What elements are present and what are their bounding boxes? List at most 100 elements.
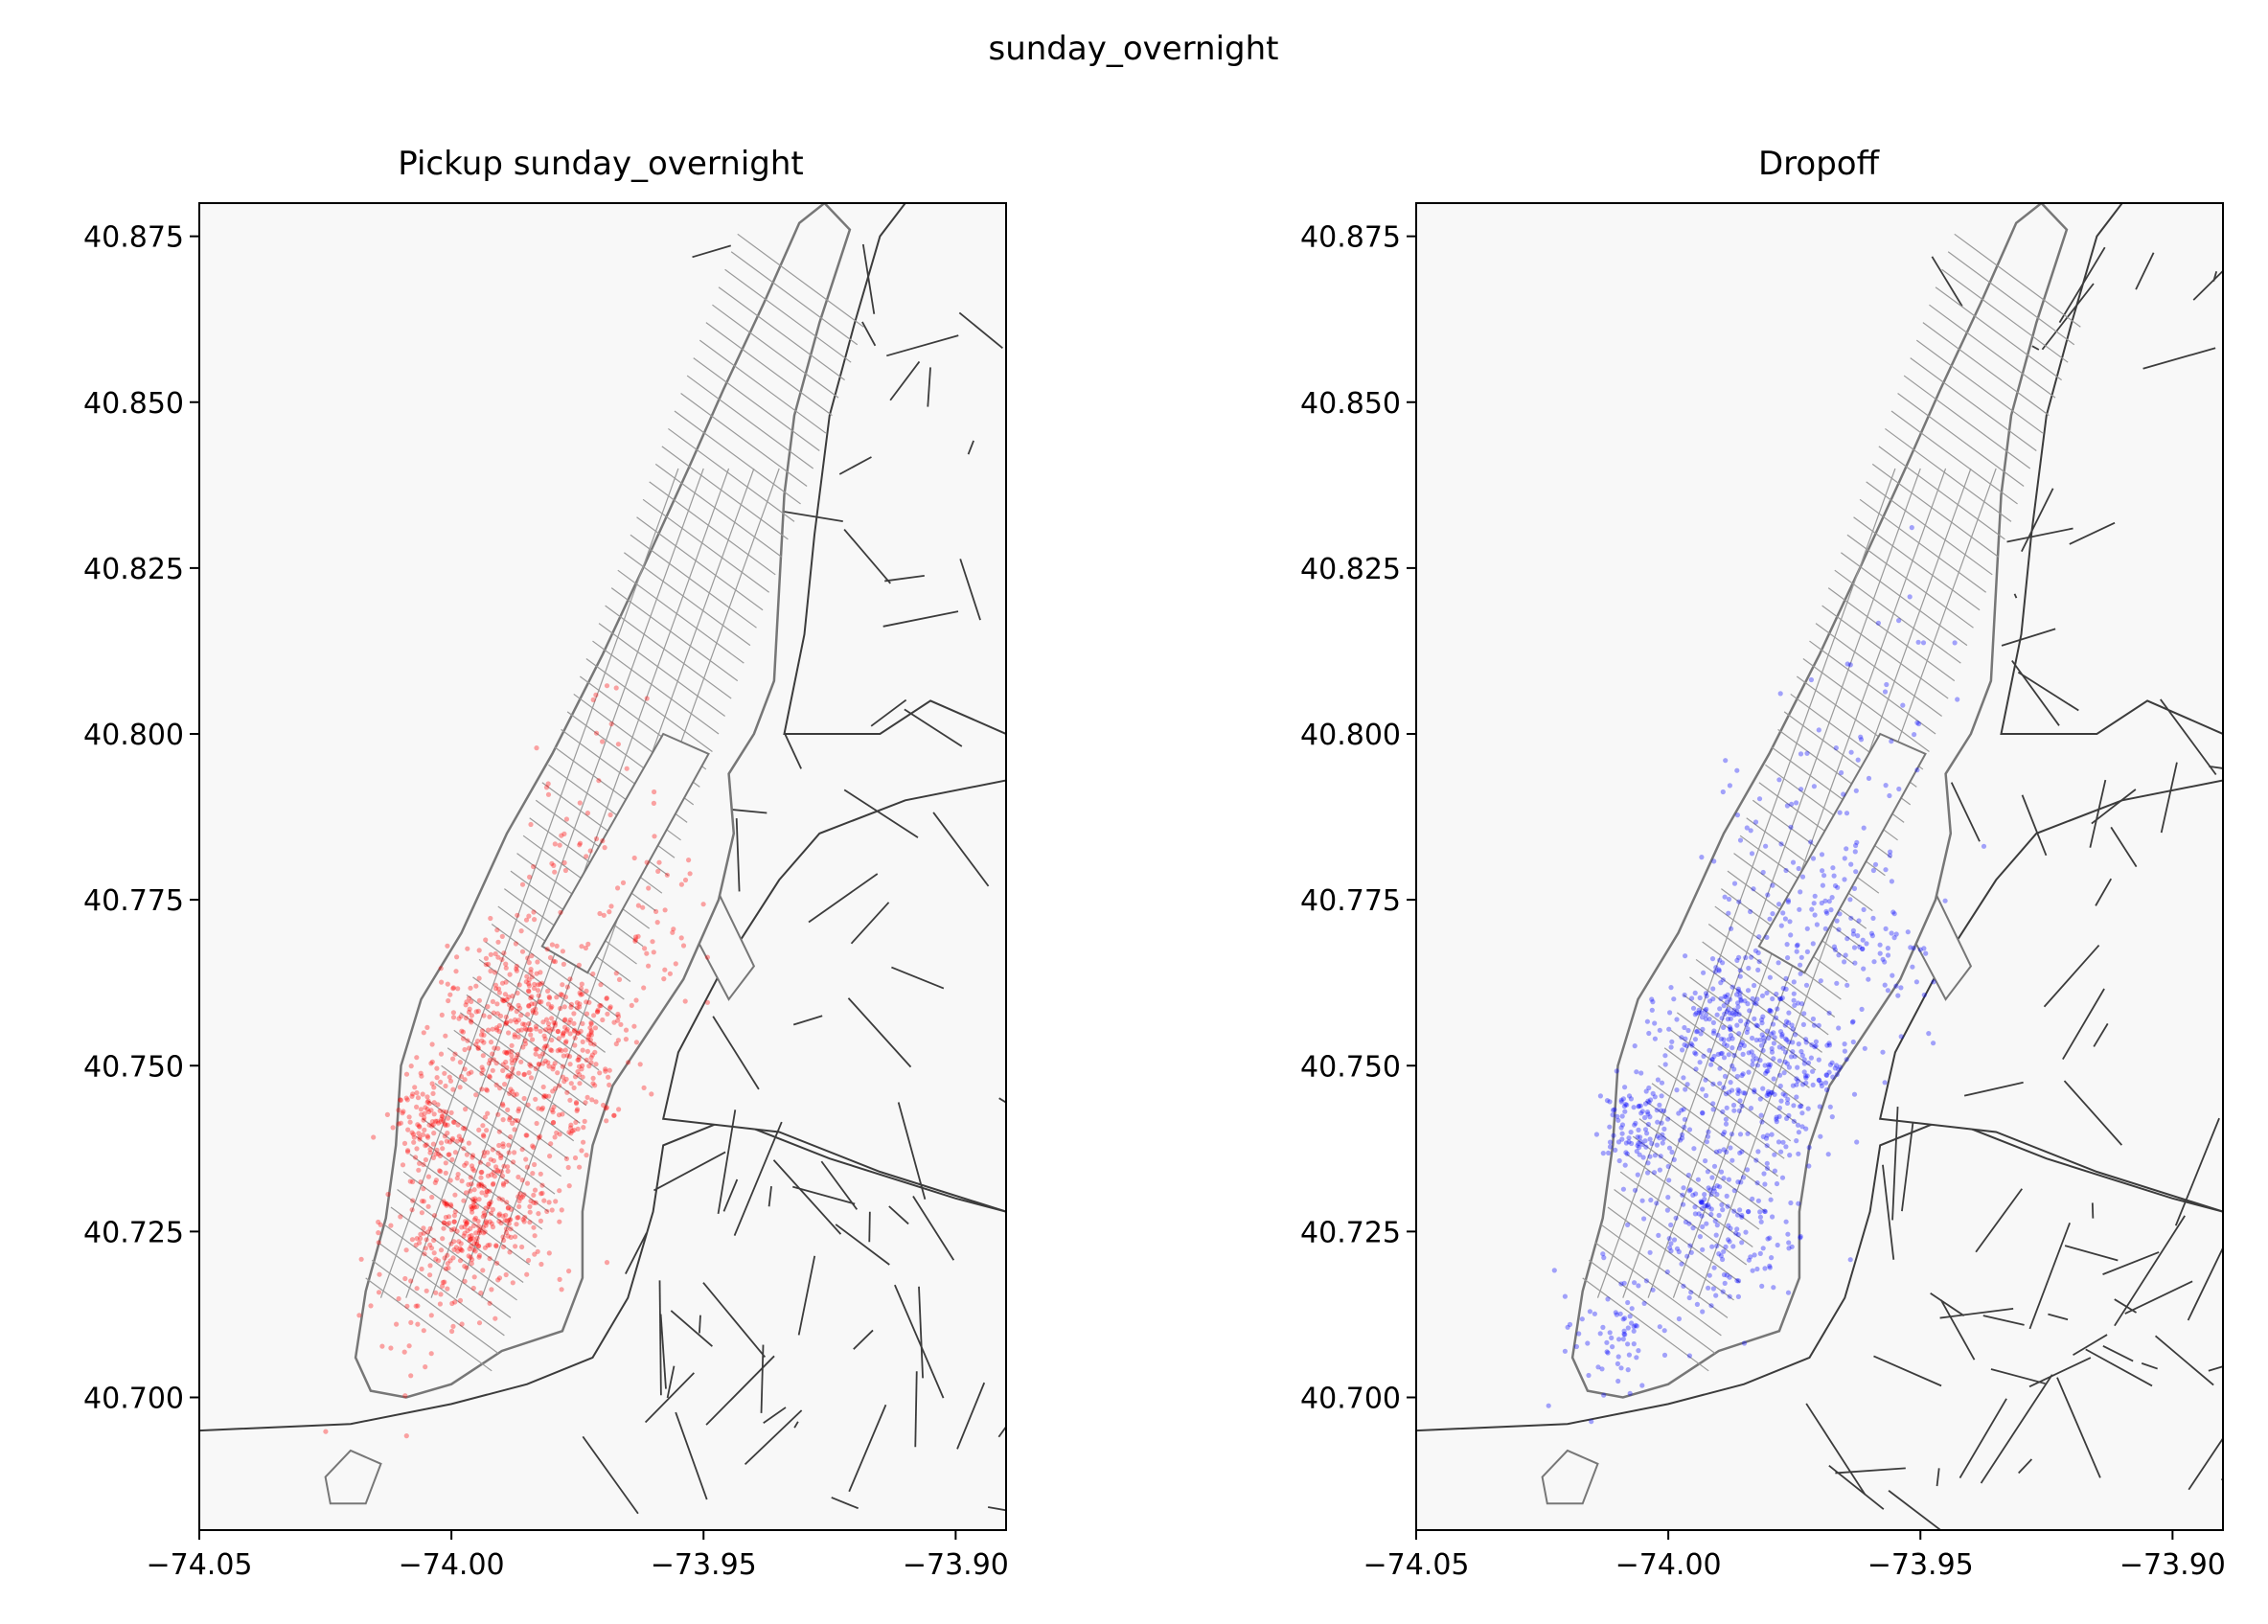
data-point	[1726, 1177, 1731, 1182]
street-line	[1607, 1206, 1734, 1301]
data-point	[1725, 1017, 1730, 1022]
data-point	[1710, 1286, 1716, 1292]
data-point	[1600, 1151, 1606, 1156]
data-point	[1657, 1324, 1662, 1330]
data-point	[644, 950, 650, 956]
data-point	[576, 1030, 582, 1036]
data-point	[396, 1121, 401, 1127]
data-point	[1615, 1354, 1621, 1360]
data-point	[1702, 1197, 1707, 1202]
data-point	[1889, 739, 1894, 744]
data-point	[1593, 1132, 1599, 1137]
data-point	[503, 1229, 510, 1236]
data-point	[1611, 1108, 1616, 1113]
data-point	[1730, 1157, 1735, 1163]
data-point	[410, 1198, 416, 1203]
data-point	[1914, 767, 1920, 773]
x-tick-label: −74.05	[146, 1548, 252, 1582]
data-point	[1707, 998, 1713, 1004]
data-point	[571, 1011, 577, 1017]
data-point	[1671, 1156, 1677, 1162]
data-point	[429, 1119, 435, 1125]
neighborhood-line	[861, 321, 877, 347]
data-point	[414, 1286, 420, 1292]
data-point	[1748, 1106, 1754, 1111]
neighborhood-line	[1931, 256, 1963, 308]
neighborhood-line	[987, 1506, 1006, 1512]
street-line	[592, 640, 720, 735]
data-point	[505, 1205, 511, 1211]
data-point	[515, 1109, 521, 1114]
data-point	[594, 1009, 601, 1015]
data-point	[1597, 1093, 1603, 1099]
data-point	[1782, 1049, 1789, 1055]
data-point	[491, 1057, 497, 1063]
data-point	[613, 1041, 619, 1047]
data-point	[1896, 786, 1902, 792]
data-point	[1654, 1201, 1660, 1206]
street-line	[1885, 427, 2012, 522]
neighborhood-line	[843, 789, 919, 838]
data-point	[1730, 1063, 1735, 1069]
data-point	[1707, 1187, 1713, 1193]
data-point	[557, 1276, 562, 1282]
data-point	[1705, 1133, 1711, 1139]
data-point	[1748, 908, 1753, 915]
data-point	[478, 1175, 484, 1180]
data-point	[506, 1221, 512, 1226]
data-point	[423, 1246, 428, 1251]
data-point	[1769, 1132, 1775, 1137]
data-point	[536, 1135, 542, 1141]
data-point	[1833, 745, 1839, 751]
data-point	[1955, 697, 1960, 702]
data-point	[470, 1285, 476, 1292]
data-point	[1757, 1058, 1763, 1064]
data-point	[475, 1243, 481, 1248]
data-point	[563, 1039, 569, 1044]
data-point	[1735, 988, 1741, 994]
neighborhood-line	[882, 610, 959, 628]
data-point	[1618, 1125, 1624, 1131]
street-line	[674, 410, 801, 505]
data-point	[603, 1068, 608, 1074]
data-point	[559, 992, 565, 997]
data-point	[1625, 1299, 1631, 1306]
data-point	[1758, 1042, 1765, 1048]
data-point	[1648, 1197, 1654, 1203]
data-point	[451, 1219, 457, 1224]
data-point	[1586, 1372, 1592, 1379]
y-tick-label: 40.825	[1300, 553, 1401, 586]
data-point	[499, 1101, 506, 1107]
data-point	[440, 1113, 446, 1120]
data-point	[1633, 1120, 1638, 1126]
data-point	[431, 1111, 437, 1117]
data-point	[538, 1218, 544, 1224]
avenue-line	[1596, 468, 1896, 1298]
data-point	[545, 1060, 551, 1065]
data-point	[443, 1122, 448, 1129]
data-point	[592, 1025, 599, 1031]
data-point	[453, 1245, 459, 1250]
data-point	[522, 1041, 529, 1047]
data-point	[531, 985, 538, 992]
data-point	[476, 1183, 482, 1189]
data-point	[543, 1017, 550, 1022]
data-point	[533, 1010, 539, 1016]
data-point	[423, 1364, 428, 1370]
data-point	[462, 1077, 468, 1083]
data-point	[1700, 1224, 1706, 1229]
data-point	[1649, 1140, 1655, 1147]
data-point	[416, 1167, 422, 1173]
data-point	[575, 1068, 581, 1075]
data-point	[1780, 1091, 1786, 1097]
data-point	[1636, 1140, 1641, 1147]
data-point	[457, 1297, 464, 1303]
data-point	[414, 1090, 420, 1096]
data-point	[1770, 911, 1775, 917]
data-point	[430, 1141, 436, 1147]
data-point	[1668, 1044, 1674, 1050]
data-point	[384, 1111, 390, 1117]
data-point	[1623, 1140, 1629, 1146]
data-point	[537, 1133, 543, 1139]
y-tick-label: 40.725	[83, 1216, 184, 1249]
